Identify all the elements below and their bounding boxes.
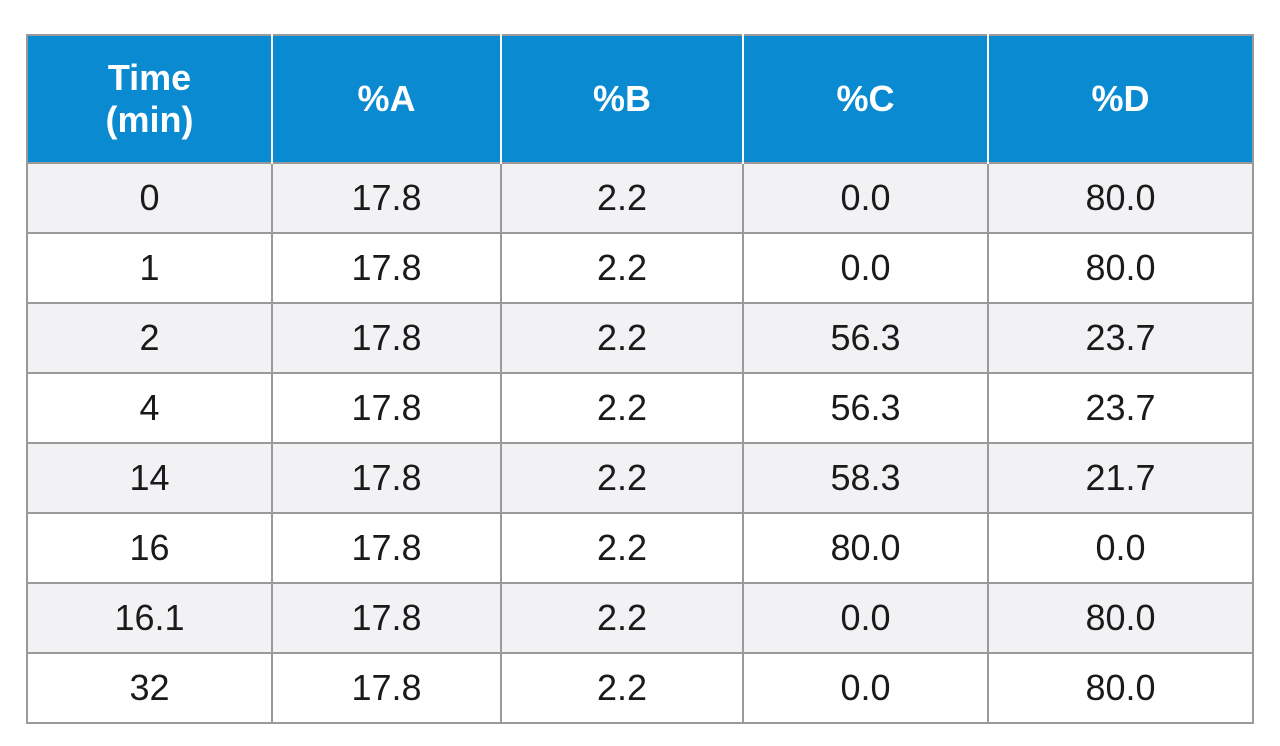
cell-percent-a: 17.8: [271, 302, 502, 374]
cell-percent-c: 56.3: [742, 372, 989, 444]
cell-percent-b: 2.2: [500, 652, 744, 724]
header-row: Time (min) %A %B %C %D: [26, 34, 1254, 163]
cell-percent-d: 0.0: [987, 512, 1254, 584]
cell-percent-b: 2.2: [500, 512, 744, 584]
cell-time: 1: [26, 232, 273, 304]
cell-percent-c: 58.3: [742, 442, 989, 514]
table-row: 14 17.8 2.2 58.3 21.7: [26, 442, 1254, 514]
header-time: Time (min): [26, 34, 273, 163]
cell-time: 4: [26, 372, 273, 444]
cell-percent-c: 56.3: [742, 302, 989, 374]
cell-time: 14: [26, 442, 273, 514]
table-row: 4 17.8 2.2 56.3 23.7: [26, 372, 1254, 444]
cell-percent-c: 0.0: [742, 582, 989, 654]
cell-percent-b: 2.2: [500, 232, 744, 304]
cell-time: 0: [26, 162, 273, 234]
cell-percent-a: 17.8: [271, 162, 502, 234]
table-row: 32 17.8 2.2 0.0 80.0: [26, 652, 1254, 724]
table-body: 0 17.8 2.2 0.0 80.0 1 17.8 2.2 0.0 80.0 2 17.8 2.2 56…: [26, 162, 1254, 724]
table-row: 16.1 17.8 2.2 0.0 80.0: [26, 582, 1254, 654]
header-time-line-1: Time: [107, 57, 192, 98]
cell-percent-a: 17.8: [271, 442, 502, 514]
header-percent-c: %C: [743, 34, 989, 163]
gradient-table-container: Time (min) %A %B %C %D 0 17.8 2.2 0.0 80.0 1 1…: [26, 34, 1254, 724]
table-row: 0 17.8 2.2 0.0 80.0: [26, 162, 1254, 234]
cell-percent-d: 80.0: [987, 582, 1254, 654]
cell-time: 32: [26, 652, 273, 724]
table-row: 2 17.8 2.2 56.3 23.7: [26, 302, 1254, 374]
table-row: 16 17.8 2.2 80.0 0.0: [26, 512, 1254, 584]
cell-percent-d: 23.7: [987, 372, 1254, 444]
cell-percent-a: 17.8: [271, 582, 502, 654]
cell-percent-b: 2.2: [500, 372, 744, 444]
cell-percent-a: 17.8: [271, 652, 502, 724]
cell-percent-d: 80.0: [987, 162, 1254, 234]
table-row: 1 17.8 2.2 0.0 80.0: [26, 232, 1254, 304]
cell-percent-c: 0.0: [742, 162, 989, 234]
header-percent-a-label: %A: [357, 78, 416, 119]
cell-percent-d: 80.0: [987, 652, 1254, 724]
cell-percent-a: 17.8: [271, 232, 502, 304]
cell-percent-a: 17.8: [271, 372, 502, 444]
cell-percent-c: 0.0: [742, 652, 989, 724]
header-percent-c-label: %C: [836, 78, 895, 119]
cell-percent-c: 80.0: [742, 512, 989, 584]
cell-percent-a: 17.8: [271, 512, 502, 584]
cell-percent-b: 2.2: [500, 442, 744, 514]
cell-percent-b: 2.2: [500, 302, 744, 374]
header-percent-d-label: %D: [1091, 78, 1150, 119]
cell-percent-b: 2.2: [500, 582, 744, 654]
header-percent-b: %B: [501, 34, 744, 163]
header-percent-a: %A: [272, 34, 502, 163]
header-time-line-2: (min): [105, 99, 194, 140]
gradient-table: Time (min) %A %B %C %D 0 17.8 2.2 0.0 80.0 1 1…: [26, 34, 1254, 724]
header-percent-d: %D: [988, 34, 1254, 163]
header-percent-b-label: %B: [592, 78, 651, 119]
table-header: Time (min) %A %B %C %D: [26, 34, 1254, 163]
cell-time: 16.1: [26, 582, 273, 654]
cell-time: 2: [26, 302, 273, 374]
cell-percent-d: 80.0: [987, 232, 1254, 304]
cell-time: 16: [26, 512, 273, 584]
cell-percent-d: 23.7: [987, 302, 1254, 374]
cell-percent-b: 2.2: [500, 162, 744, 234]
cell-percent-d: 21.7: [987, 442, 1254, 514]
cell-percent-c: 0.0: [742, 232, 989, 304]
